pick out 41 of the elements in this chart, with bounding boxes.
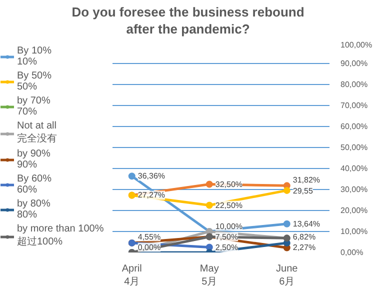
data-label: 4,55% (138, 232, 161, 242)
data-label: 36,36% (138, 172, 166, 181)
legend-label: by 70% 70% (17, 96, 50, 118)
legend-label: by more than 100% 超过100% (17, 224, 104, 248)
legend-label: by 90% 90% (17, 148, 50, 170)
point (283, 186, 290, 194)
y-tick-label: 30,00% (340, 185, 368, 194)
data-label: 32,50% (215, 180, 243, 189)
data-label: 2,50% (215, 242, 238, 252)
point (128, 172, 136, 180)
y-tick-label: 50,00% (340, 143, 368, 152)
y-tick-label: 60,00% (340, 122, 368, 131)
legend-label: By 10% 10% (17, 46, 52, 68)
y-tick-label: 0,00% (340, 248, 364, 257)
point (283, 220, 290, 228)
data-label: 22,50% (215, 200, 243, 210)
x-tick-label: June 6月 (276, 264, 298, 288)
y-tick-label: 90,00% (340, 59, 368, 68)
legend-label: By 50% 50% (17, 70, 52, 92)
y-tick-label: 10,00% (340, 227, 368, 236)
x-tick-label: April 4月 (122, 264, 142, 288)
data-label: 27,27% (138, 190, 166, 200)
chart-title: Do you foresee the business rebound after the pandemic? (72, 4, 304, 37)
y-tick-label: 20,00% (340, 206, 368, 215)
data-label: 29,55 (292, 186, 314, 196)
data-label: 2,27% (292, 242, 316, 252)
x-tick-label: May 5月 (200, 264, 219, 288)
data-label: 31,82% (292, 175, 320, 184)
y-tick-label: 70,00% (340, 101, 368, 110)
data-label: 13,64% (292, 219, 320, 228)
point (206, 180, 213, 188)
legend-label: By 60% 60% (17, 174, 52, 196)
legend-label: by 80% 80% (17, 198, 50, 220)
y-tick-label: 40,00% (340, 164, 368, 173)
data-label: 7,50% (215, 232, 238, 242)
point (206, 202, 213, 209)
y-tick-label: 100,00% (340, 40, 372, 50)
data-label: 6,82% (292, 232, 316, 242)
y-tick-label: 80,00% (340, 80, 368, 89)
data-label: 10,00% (215, 222, 243, 231)
data-label: 0,00% (138, 242, 161, 252)
